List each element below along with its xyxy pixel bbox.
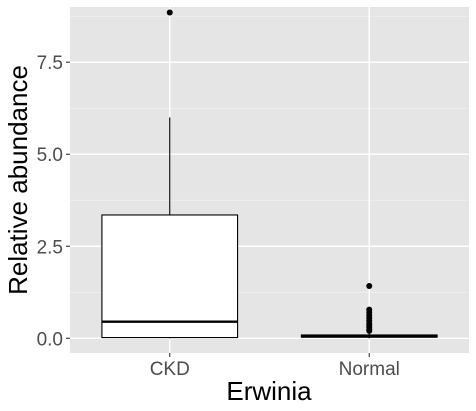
box-marks [101,9,438,339]
y-axis: 0.0 2.5 5.0 7.5 [37,53,70,350]
outlier-point [166,9,173,16]
box [101,214,239,339]
y-tick-label: 2.5 [37,237,63,258]
outlier-point [366,306,373,313]
x-tick-label: Normal [339,359,400,380]
box-group [300,283,438,339]
y-tick-label: 7.5 [37,53,63,74]
x-axis-title: Erwinia [226,376,312,406]
outlier-point [366,283,373,290]
box-group [101,9,239,339]
y-tick-label: 0.0 [37,329,63,350]
y-axis-title: Relative abundance [3,65,33,295]
x-axis: CKD Normal [150,353,400,380]
x-tick-label: CKD [150,359,190,380]
y-tick-label: 5.0 [37,145,63,166]
